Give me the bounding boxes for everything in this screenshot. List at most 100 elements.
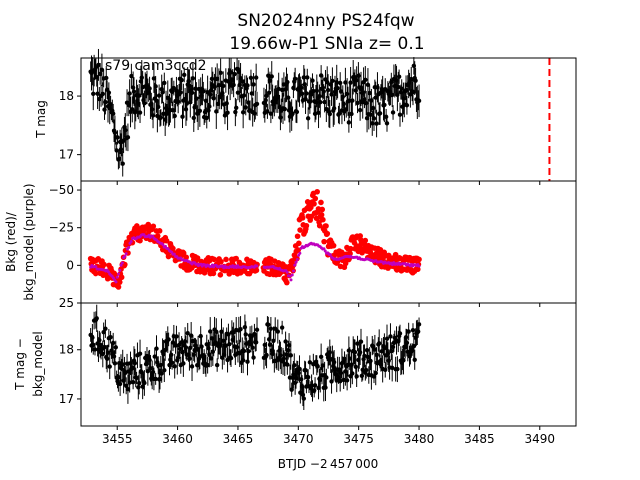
top-data-point [130, 85, 136, 90]
bkg-model-point [124, 252, 128, 256]
bottom-data-point [266, 322, 271, 327]
top-data-point [344, 91, 350, 97]
bkg-model-point [292, 269, 296, 273]
top-data-point [269, 74, 274, 79]
top-data-point [151, 76, 157, 81]
top-data-point [207, 104, 212, 109]
top-data-point [137, 110, 143, 115]
bottom-data-point [208, 329, 213, 334]
bottom-data-point [205, 362, 210, 368]
top-data-point [264, 93, 269, 98]
bkg-point [362, 237, 369, 244]
bkg-point [145, 221, 152, 228]
bottom-data-point [132, 361, 138, 366]
top-data-point [232, 71, 237, 77]
bkg-point [118, 274, 125, 281]
top-data-point [169, 89, 175, 94]
bottom-data-point [364, 347, 370, 353]
bottom-data-point [412, 357, 417, 362]
top-data-point [162, 80, 167, 86]
bkg-point [92, 270, 99, 277]
top-data-point [305, 116, 311, 121]
bottom-data-point [299, 377, 304, 382]
bkg-model-point [298, 251, 302, 255]
bottom-data-point [148, 366, 153, 371]
bottom-data-point [395, 366, 400, 372]
bottom-data-point [246, 349, 251, 354]
bkg-model-point [94, 265, 98, 269]
bottom-data-point [292, 380, 298, 386]
top-data-point [327, 111, 333, 117]
bkg-point [347, 250, 353, 257]
bottom-data-point [105, 350, 111, 355]
bkg-point [284, 279, 290, 286]
bkg-point [294, 233, 301, 240]
bottom-data-point [210, 349, 216, 354]
bottom-data-point [285, 362, 290, 367]
top-data-point [363, 77, 368, 82]
top-data-point [197, 108, 203, 113]
top-data-point [218, 70, 223, 76]
bkg-point [165, 253, 172, 260]
top-data-point [204, 115, 209, 121]
top-data-point [91, 91, 96, 96]
top-data-point [228, 70, 234, 75]
top-data-point [235, 90, 241, 95]
top-panel-xticks [116, 181, 541, 185]
top-data-point [104, 75, 109, 81]
top-data-point [212, 84, 217, 89]
top-data-point [314, 88, 320, 94]
bkg-point [324, 230, 331, 237]
top-data-point [240, 79, 245, 84]
bottom-data-point [281, 356, 287, 361]
bottom-data-point [388, 334, 393, 339]
top-data-point [335, 85, 340, 91]
bottom-data-point [362, 353, 367, 359]
bottom-data-point [288, 353, 294, 358]
bkg-point [303, 222, 310, 229]
bkg-model-point [161, 243, 165, 247]
bottom-data-point [245, 359, 250, 364]
bottom-data-point [112, 361, 118, 366]
bottom-data-point [357, 350, 363, 355]
top-data-point [241, 93, 247, 98]
bkg-model-point [115, 275, 119, 279]
top-data-point [158, 115, 164, 120]
bkg-point [347, 245, 354, 252]
bkg-point [170, 245, 176, 252]
bottom-data-point [383, 367, 388, 373]
top-data-point [127, 91, 132, 96]
bkg-model-point [120, 261, 124, 265]
bottom-data-point [172, 364, 177, 369]
bottom-data-point [147, 357, 152, 363]
bottom-data-point [401, 358, 406, 363]
bottom-data-point [243, 332, 248, 337]
top-data-point [348, 80, 353, 85]
top-data-point [233, 109, 238, 115]
bottom-data-point [177, 346, 183, 352]
top-data-point [125, 135, 131, 140]
bottom-data-point [123, 370, 128, 375]
bkg-point [318, 212, 325, 218]
top-data-point [317, 94, 322, 99]
bottom-data-point [305, 374, 311, 380]
xtick-label: 3475 [343, 432, 374, 446]
bottom-data-point [374, 352, 379, 358]
bottom-data-point [169, 352, 174, 357]
bottom-data-point [161, 351, 166, 357]
top-data-point [355, 100, 360, 106]
bottom-data-point [189, 364, 195, 369]
top-data-point [240, 110, 246, 115]
bottom-data-point [92, 347, 98, 352]
bottom-data-point [238, 326, 243, 332]
bottom-data-point [103, 326, 108, 331]
bottom-data-point [389, 365, 395, 371]
bkg-point [311, 201, 317, 207]
bottom-data-point [262, 342, 268, 348]
top-data-point [183, 107, 189, 112]
top-data-point [395, 92, 400, 97]
bottom-data-point [94, 316, 99, 321]
top-data-point [309, 92, 314, 97]
middle-ytick-label: 0 [66, 258, 74, 272]
bottom-data-point [354, 374, 359, 379]
